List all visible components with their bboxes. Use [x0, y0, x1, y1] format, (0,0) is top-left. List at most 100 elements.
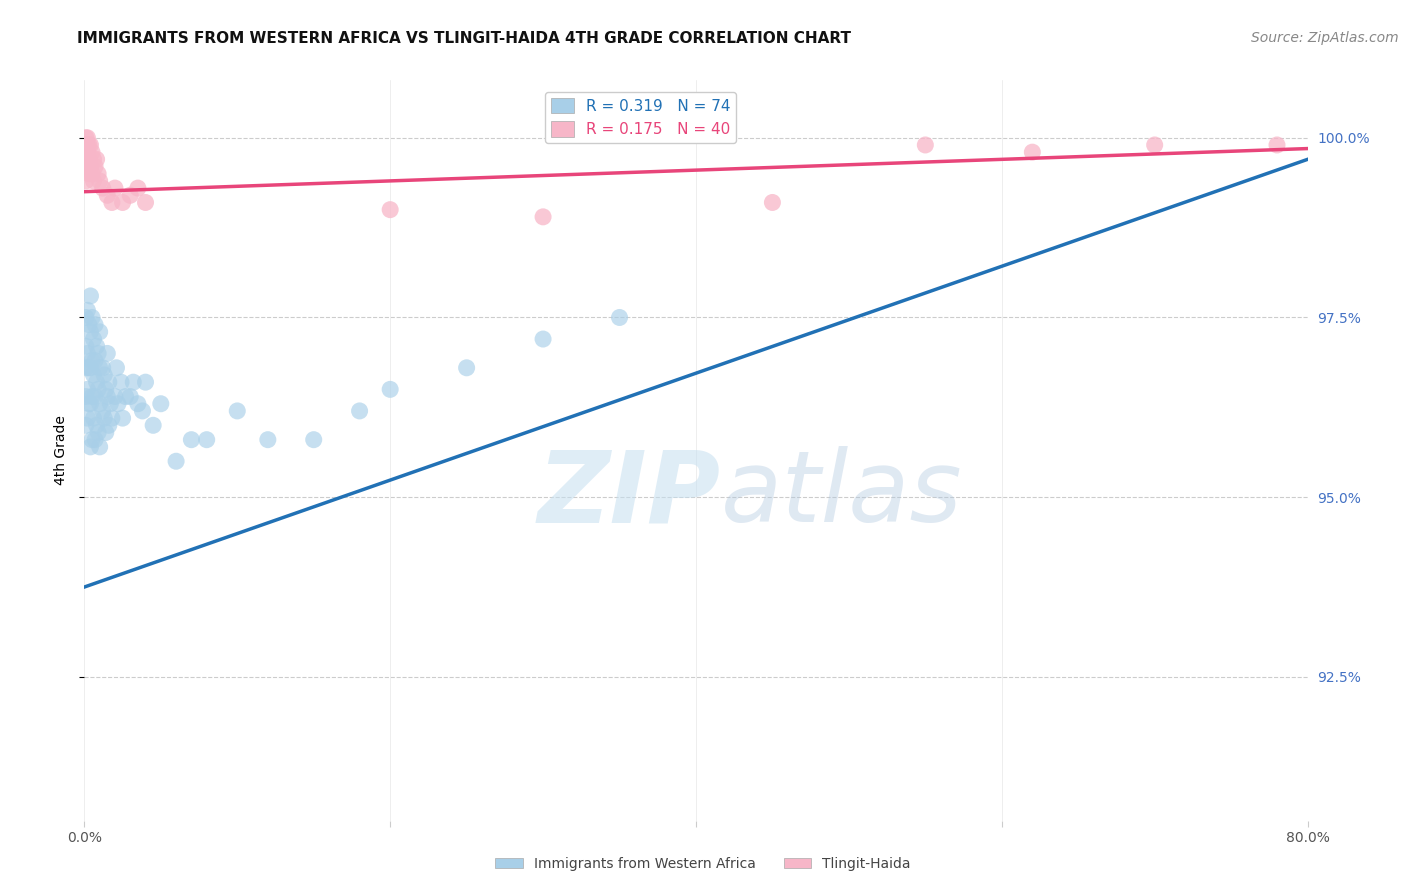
Text: Source: ZipAtlas.com: Source: ZipAtlas.com: [1251, 31, 1399, 45]
Point: [120, 188, 142, 202]
Point: [349, 404, 371, 418]
Point: [180, 433, 202, 447]
Point: [1265, 138, 1288, 153]
Point: [83, 368, 105, 382]
Point: [91, 181, 114, 195]
Point: [1021, 145, 1043, 160]
Point: [111, 195, 134, 210]
Point: [91, 404, 114, 418]
Point: [87, 167, 110, 181]
Point: [75, 310, 97, 325]
Point: [84, 353, 107, 368]
Point: [75, 145, 97, 160]
Point: [75, 145, 97, 160]
Point: [107, 397, 129, 411]
Point: [80, 145, 103, 160]
Point: [93, 368, 115, 382]
Point: [80, 167, 103, 181]
Point: [97, 375, 120, 389]
Point: [76, 130, 98, 145]
Point: [165, 454, 187, 468]
Point: [257, 433, 280, 447]
Point: [84, 433, 107, 447]
Point: [94, 425, 117, 440]
Text: IMMIGRANTS FROM WESTERN AFRICA VS TLINGIT-HAIDA 4TH GRADE CORRELATION CHART: IMMIGRANTS FROM WESTERN AFRICA VS TLINGI…: [77, 31, 851, 46]
Point: [531, 210, 554, 224]
Point: [226, 404, 249, 418]
Point: [75, 160, 97, 174]
Text: atlas: atlas: [720, 446, 962, 543]
Point: [142, 418, 165, 433]
Point: [80, 390, 103, 404]
Point: [114, 390, 136, 404]
Point: [83, 411, 105, 425]
Point: [75, 174, 97, 188]
Point: [80, 433, 103, 447]
Point: [75, 138, 97, 153]
Point: [120, 390, 142, 404]
Point: [105, 360, 128, 375]
Point: [75, 418, 97, 433]
Point: [96, 390, 118, 404]
Point: [75, 339, 97, 353]
Point: [89, 440, 111, 454]
Point: [75, 153, 97, 167]
Point: [80, 310, 103, 325]
Point: [127, 397, 149, 411]
Point: [77, 153, 100, 167]
Point: [76, 411, 98, 425]
Point: [86, 375, 108, 389]
Point: [89, 174, 111, 188]
Point: [91, 360, 114, 375]
Point: [87, 346, 110, 360]
Point: [531, 332, 554, 346]
Point: [79, 325, 101, 339]
Point: [79, 160, 101, 174]
Point: [98, 397, 121, 411]
Point: [86, 339, 108, 353]
Point: [84, 318, 107, 332]
Point: [77, 318, 100, 332]
Point: [76, 138, 98, 153]
Point: [380, 202, 402, 217]
Point: [135, 195, 157, 210]
Point: [77, 360, 100, 375]
Point: [89, 360, 111, 375]
Point: [1143, 138, 1166, 153]
Point: [135, 375, 157, 389]
Point: [149, 397, 172, 411]
Point: [94, 383, 117, 397]
Point: [96, 346, 118, 360]
Point: [104, 181, 127, 195]
Point: [89, 397, 111, 411]
Point: [104, 390, 127, 404]
Point: [86, 153, 108, 167]
Point: [75, 130, 97, 145]
Point: [456, 360, 478, 375]
Point: [79, 360, 101, 375]
Point: [195, 433, 218, 447]
Point: [79, 440, 101, 454]
Point: [76, 303, 98, 318]
Y-axis label: 4th Grade: 4th Grade: [53, 416, 67, 485]
Point: [84, 160, 107, 174]
Point: [79, 138, 101, 153]
Point: [77, 167, 100, 181]
Point: [914, 138, 936, 153]
Point: [761, 195, 783, 210]
Point: [127, 181, 149, 195]
Point: [302, 433, 325, 447]
Point: [80, 353, 103, 368]
Point: [101, 195, 124, 210]
Point: [84, 390, 107, 404]
Point: [76, 346, 98, 360]
Point: [609, 310, 631, 325]
Point: [75, 360, 97, 375]
Legend: R = 0.319   N = 74, R = 0.175   N = 40: R = 0.319 N = 74, R = 0.175 N = 40: [544, 92, 737, 144]
Point: [87, 425, 110, 440]
Point: [76, 383, 98, 397]
Point: [83, 332, 105, 346]
Point: [87, 383, 110, 397]
Legend: Immigrants from Western Africa, Tlingit-Haida: Immigrants from Western Africa, Tlingit-…: [489, 851, 917, 876]
Point: [122, 375, 145, 389]
